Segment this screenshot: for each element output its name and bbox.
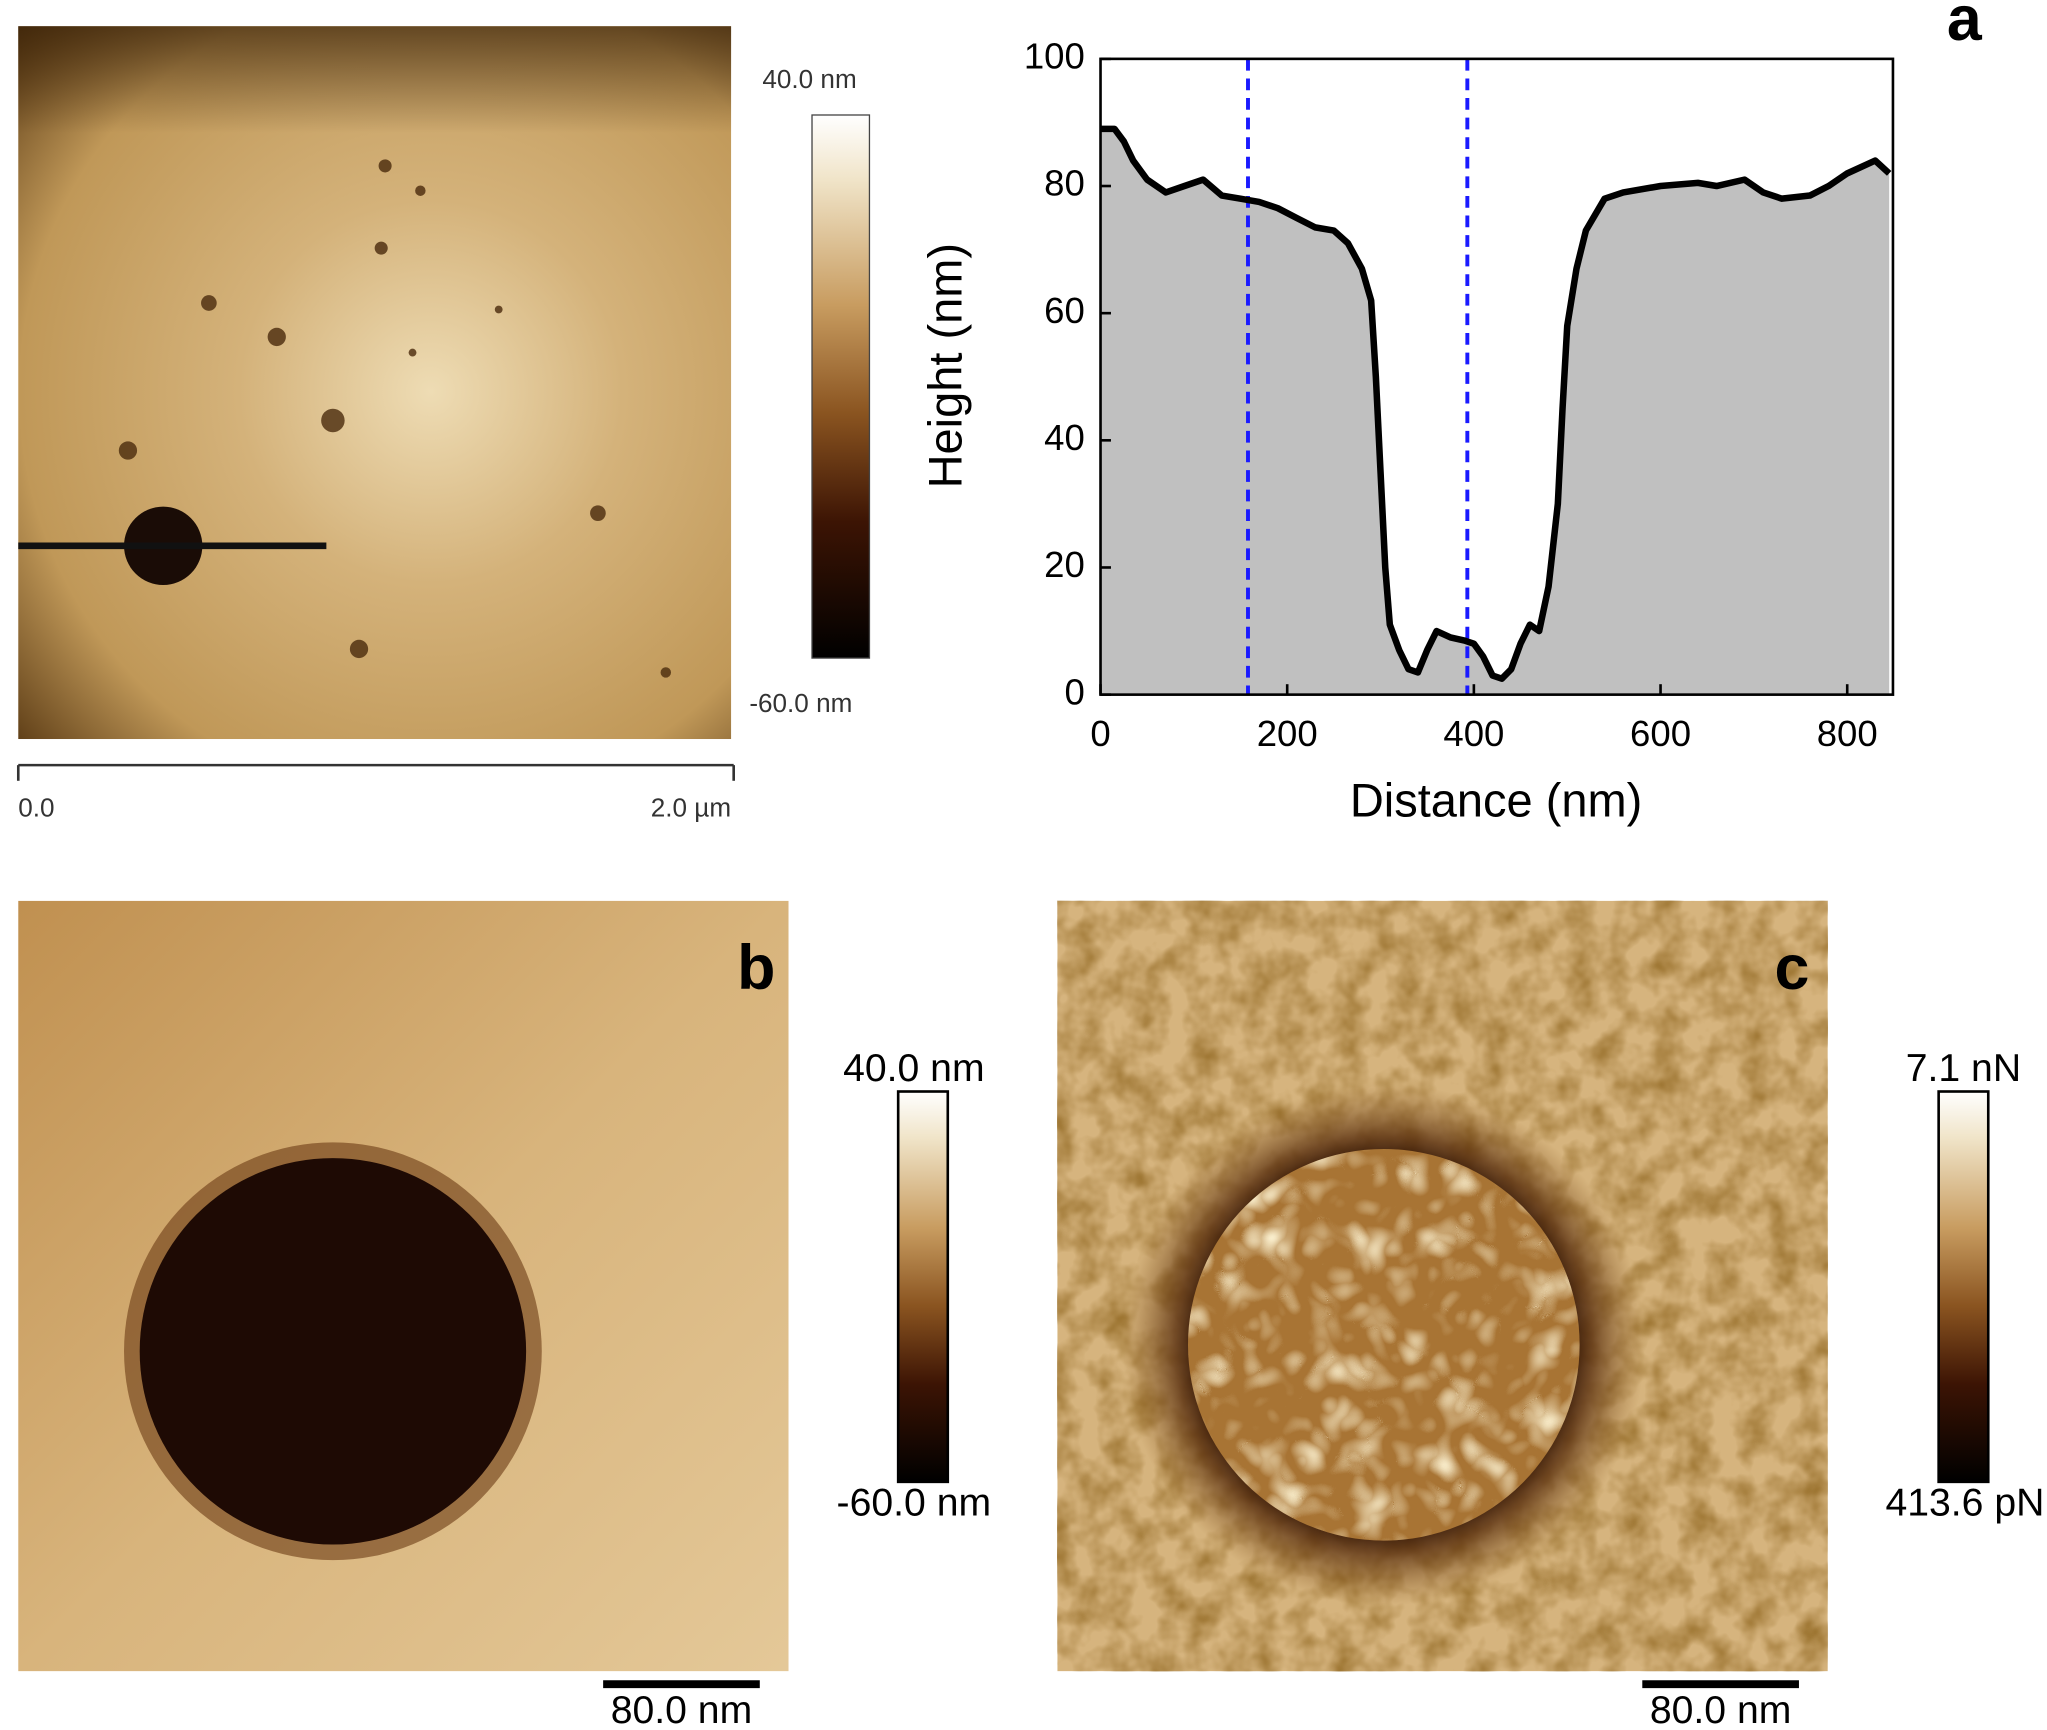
scale-end: 2.0 µm [651, 792, 731, 822]
colorbar-c [1937, 1090, 1990, 1484]
colorbar-max: 7.1 nN [1906, 1047, 2021, 1090]
y-tick-label: 80 [1044, 163, 1085, 204]
x-tick-label: 600 [1630, 713, 1691, 754]
x-tick-label: 0 [1090, 713, 1110, 754]
area-fill [1100, 128, 1890, 695]
afm-image-a [18, 26, 732, 740]
colorbar-max: 40.0 nm [762, 64, 856, 94]
y-tick-label: 40 [1044, 417, 1085, 458]
x-axis-label: Distance (nm) [1350, 774, 1642, 827]
plot-frame [1099, 57, 1895, 696]
scale-bar-label: 80.0 nm [1650, 1689, 1791, 1730]
colorbar-a [811, 114, 871, 659]
colorbar-min: -60.0 nm [837, 1482, 992, 1525]
profile-line [1100, 125, 1892, 682]
y-axis-label: Height (nm) [918, 243, 971, 488]
afm-image-c [1057, 900, 1828, 1672]
profile-chart: 0 200 400 600 800 0 20 40 60 80 100 [1024, 36, 1895, 754]
colorbar-b [896, 1090, 950, 1484]
colorbar-min: 413.6 pN [1885, 1482, 2044, 1525]
panel-label: b [737, 933, 775, 1003]
scale-axis [16, 763, 735, 781]
x-tick-label: 800 [1817, 713, 1878, 754]
afm-image-b [18, 900, 789, 1672]
colorbar-max: 40.0 nm [843, 1047, 984, 1090]
panel-label: c [1775, 933, 1810, 1003]
x-tick-label: 200 [1257, 713, 1318, 754]
y-tick-label: 0 [1065, 671, 1085, 712]
x-tick-label: 400 [1443, 713, 1504, 754]
y-tick-label: 60 [1044, 290, 1085, 331]
scale-start: 0.0 [18, 792, 54, 822]
panel-label: a [1947, 0, 1983, 54]
scale-bar-label: 80.0 nm [611, 1689, 752, 1730]
colorbar-min: -60.0 nm [749, 688, 852, 718]
y-tick-label: 100 [1024, 36, 1085, 77]
y-tick-label: 20 [1044, 544, 1085, 585]
